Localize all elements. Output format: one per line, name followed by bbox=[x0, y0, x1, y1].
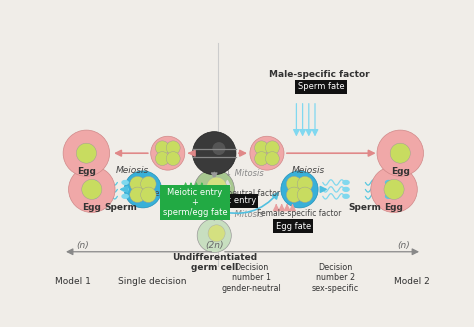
Ellipse shape bbox=[385, 181, 392, 184]
Text: Egg: Egg bbox=[384, 203, 403, 212]
Text: Egg: Egg bbox=[82, 203, 101, 212]
Text: Undifferentiated
germ cell: Undifferentiated germ cell bbox=[172, 253, 257, 272]
Text: Sperm: Sperm bbox=[348, 203, 381, 212]
Circle shape bbox=[297, 176, 313, 192]
Circle shape bbox=[141, 176, 156, 192]
Text: ↓ Mitosis: ↓ Mitosis bbox=[225, 169, 264, 178]
Circle shape bbox=[265, 152, 279, 165]
Ellipse shape bbox=[124, 171, 162, 208]
Text: Gender-neutral factor: Gender-neutral factor bbox=[198, 189, 281, 198]
Circle shape bbox=[207, 177, 227, 197]
Ellipse shape bbox=[371, 166, 417, 213]
Circle shape bbox=[130, 176, 145, 192]
Text: Model 1: Model 1 bbox=[55, 277, 91, 286]
Text: Female-specific factor: Female-specific factor bbox=[257, 209, 342, 218]
Circle shape bbox=[208, 225, 225, 242]
Circle shape bbox=[155, 141, 169, 155]
Ellipse shape bbox=[250, 136, 284, 170]
Ellipse shape bbox=[151, 136, 185, 170]
Circle shape bbox=[286, 176, 302, 192]
Circle shape bbox=[297, 187, 313, 202]
Text: Decision
number 2
sex-specific: Decision number 2 sex-specific bbox=[311, 263, 359, 293]
Circle shape bbox=[384, 180, 404, 199]
Circle shape bbox=[141, 187, 156, 202]
Circle shape bbox=[166, 152, 180, 165]
Text: Male-specific factor: Male-specific factor bbox=[269, 70, 370, 79]
Ellipse shape bbox=[122, 181, 128, 184]
Ellipse shape bbox=[385, 194, 392, 198]
Text: Meiosis: Meiosis bbox=[116, 166, 149, 175]
Ellipse shape bbox=[122, 194, 128, 198]
Text: Egg: Egg bbox=[77, 167, 96, 176]
Text: Decision
number 1
gender-neutral: Decision number 1 gender-neutral bbox=[221, 263, 282, 293]
Circle shape bbox=[212, 142, 226, 155]
Ellipse shape bbox=[192, 132, 236, 175]
Text: (2n): (2n) bbox=[205, 241, 224, 250]
Text: Meiotic entry
+
sperm/egg fate: Meiotic entry + sperm/egg fate bbox=[163, 188, 227, 217]
Text: ↓ Mitosis: ↓ Mitosis bbox=[225, 210, 264, 219]
Ellipse shape bbox=[343, 194, 349, 198]
Ellipse shape bbox=[91, 187, 97, 191]
Text: Meiotic entry: Meiotic entry bbox=[201, 197, 256, 205]
Ellipse shape bbox=[63, 130, 109, 176]
Text: Sperm fate: Sperm fate bbox=[298, 82, 345, 92]
Circle shape bbox=[265, 141, 279, 155]
Text: Sex-specific factor: Sex-specific factor bbox=[150, 189, 221, 198]
Ellipse shape bbox=[343, 187, 349, 191]
Ellipse shape bbox=[194, 169, 235, 209]
Circle shape bbox=[286, 187, 302, 202]
Circle shape bbox=[155, 152, 169, 165]
Text: Egg: Egg bbox=[391, 167, 410, 176]
Text: Egg fate: Egg fate bbox=[276, 222, 311, 231]
Ellipse shape bbox=[197, 219, 231, 252]
Ellipse shape bbox=[122, 187, 128, 191]
Text: (n): (n) bbox=[398, 241, 410, 250]
Circle shape bbox=[390, 143, 410, 163]
Circle shape bbox=[82, 180, 102, 199]
Ellipse shape bbox=[385, 187, 392, 191]
Text: Model 2: Model 2 bbox=[394, 277, 430, 286]
Circle shape bbox=[76, 143, 96, 163]
Circle shape bbox=[130, 187, 145, 202]
Ellipse shape bbox=[281, 171, 318, 208]
Text: Meiosis: Meiosis bbox=[292, 166, 326, 175]
Circle shape bbox=[166, 141, 180, 155]
Text: Single decision: Single decision bbox=[118, 277, 186, 286]
Ellipse shape bbox=[91, 194, 97, 198]
Text: Sperm: Sperm bbox=[105, 203, 137, 212]
Circle shape bbox=[255, 152, 268, 165]
Ellipse shape bbox=[377, 130, 423, 176]
Ellipse shape bbox=[69, 166, 115, 213]
Ellipse shape bbox=[91, 181, 97, 184]
Text: (n): (n) bbox=[76, 241, 89, 250]
Circle shape bbox=[255, 141, 268, 155]
Ellipse shape bbox=[343, 181, 349, 184]
